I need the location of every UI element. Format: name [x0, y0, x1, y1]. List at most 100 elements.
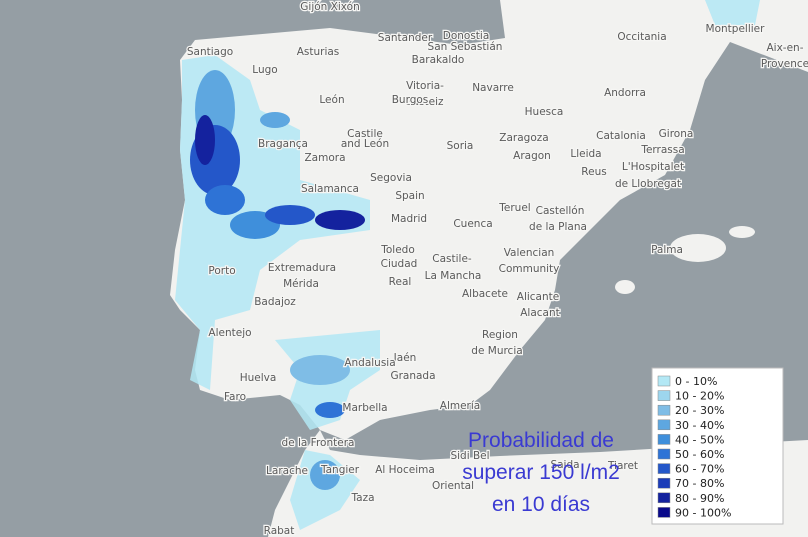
place-label: Andalusia	[344, 357, 395, 369]
place-label: Tangier	[320, 464, 360, 476]
place-label: Oriental	[432, 480, 474, 492]
legend-label: 0 - 10%	[675, 375, 717, 388]
place-label: Terrassa	[640, 144, 684, 156]
place-label: Reus	[581, 166, 606, 178]
place-label: Granada	[390, 370, 435, 382]
islands	[615, 226, 755, 294]
place-label: de Murcia	[471, 345, 522, 357]
overlay-title: Probabilidad de superar 150 l/m2 en 10 d…	[462, 429, 620, 516]
legend-swatch	[657, 492, 671, 504]
place-label: Segovia	[370, 172, 412, 184]
legend-swatch	[657, 434, 671, 445]
place-label: Provence	[761, 58, 808, 70]
title-line: superar 150 l/m2	[462, 461, 620, 484]
place-label: Almería	[440, 400, 480, 412]
place-label: Albacete	[462, 288, 508, 300]
title-line: en 10 días	[492, 493, 590, 516]
place-label: Badajoz	[254, 296, 296, 308]
place-label: Santander	[378, 32, 433, 44]
legend-swatch	[657, 419, 671, 431]
place-label: Valencian	[504, 247, 555, 259]
place-label: Montpellier	[706, 23, 766, 35]
legend-box	[651, 367, 784, 525]
place-label: Bragança	[258, 138, 308, 150]
place-label: Soria	[447, 140, 474, 152]
place-label: Madrid	[391, 213, 427, 225]
legend-swatch	[657, 507, 671, 518]
place-label: Gasteiz	[404, 96, 444, 108]
place-label: Region	[482, 329, 518, 341]
legend-label: 90 - 100%	[675, 506, 731, 519]
place-label: Gijón Xixón	[300, 1, 359, 13]
place-label: Barakaldo	[412, 54, 465, 66]
legend: 0 - 10% 10 - 20%20 - 30% 30 - 40%40 - 50% 5…	[651, 367, 784, 525]
legend-items: 0 - 10% 10 - 20%20 - 30% 30 - 40%40 - 50% 5…	[657, 375, 731, 519]
place-label: de la Frontera	[282, 437, 355, 449]
place-label: Asturias	[297, 46, 340, 58]
place-label: Taza	[350, 492, 374, 504]
legend-label: 20 - 30%	[675, 404, 724, 417]
place-label: Lugo	[252, 64, 277, 76]
place-label: Tiaret	[607, 460, 638, 472]
place-label: Alicante	[517, 291, 559, 303]
place-label: Huelva	[240, 372, 277, 384]
place-label: Toledo	[380, 244, 415, 256]
legend-swatch	[657, 404, 671, 416]
place-label: Castellón	[536, 205, 585, 217]
place-label: Palma	[651, 244, 683, 256]
place-label: Donostia	[443, 30, 490, 42]
place-label: Navarre	[472, 82, 514, 94]
place-label: León	[319, 94, 344, 106]
place-label: Aragon	[513, 150, 551, 162]
place-label: and León	[341, 138, 389, 150]
place-label: Lleida	[570, 148, 601, 160]
place-label: de la Plana	[529, 221, 587, 233]
probability-areas	[175, 0, 760, 530]
legend-label: 30 - 40%	[675, 419, 724, 432]
place-label: Burgos	[392, 94, 429, 106]
place-label: Ciudad	[381, 258, 418, 270]
legend-label: 70 - 80%	[675, 477, 724, 490]
place-label: Catalonia	[596, 130, 646, 142]
legend-swatch	[657, 477, 671, 489]
atlantic-sea	[0, 0, 505, 537]
place-label: Marbella	[342, 402, 387, 414]
place-label: Real	[389, 276, 412, 288]
place-label: Cuenca	[453, 218, 492, 230]
place-label: Sidi Bel	[450, 450, 489, 462]
legend-swatch	[657, 463, 671, 474]
legend-label: 10 - 20%	[675, 390, 724, 403]
legend-swatch	[657, 448, 671, 460]
place-label: Occitania	[617, 31, 666, 43]
place-label: Community	[499, 263, 560, 275]
legend-label: 80 - 90%	[675, 492, 724, 505]
place-label: Salamanca	[301, 183, 359, 195]
place-label: Mérida	[283, 278, 319, 290]
place-label: Teruel	[498, 202, 530, 214]
place-label: Faro	[224, 391, 246, 403]
place-label: Spain	[395, 190, 424, 202]
place-label: Saida	[550, 459, 579, 471]
place-label: Alacant	[520, 307, 560, 319]
place-label: Girona	[659, 128, 694, 140]
place-label: Jaén	[393, 352, 417, 364]
place-label: La Mancha	[425, 270, 482, 282]
place-label: de Llobregat	[615, 178, 681, 190]
place-label: Alentejo	[208, 327, 251, 339]
place-label: Aix-en-	[766, 42, 803, 54]
place-label: Huesca	[525, 106, 564, 118]
legend-label: 50 - 60%	[675, 448, 724, 461]
place-label: Porto	[208, 265, 235, 277]
place-label: Santiago	[187, 46, 233, 58]
place-label: Castile-	[432, 253, 472, 265]
legend-swatch	[657, 390, 671, 401]
legend-label: 60 - 70%	[675, 463, 724, 476]
place-label: San Sebastián	[428, 41, 503, 53]
place-label: Vitoria-	[406, 80, 444, 92]
place-label: Extremadura	[268, 262, 336, 274]
place-label: Zamora	[304, 152, 345, 164]
legend-swatch	[657, 375, 671, 387]
place-label: Castile	[347, 128, 383, 140]
